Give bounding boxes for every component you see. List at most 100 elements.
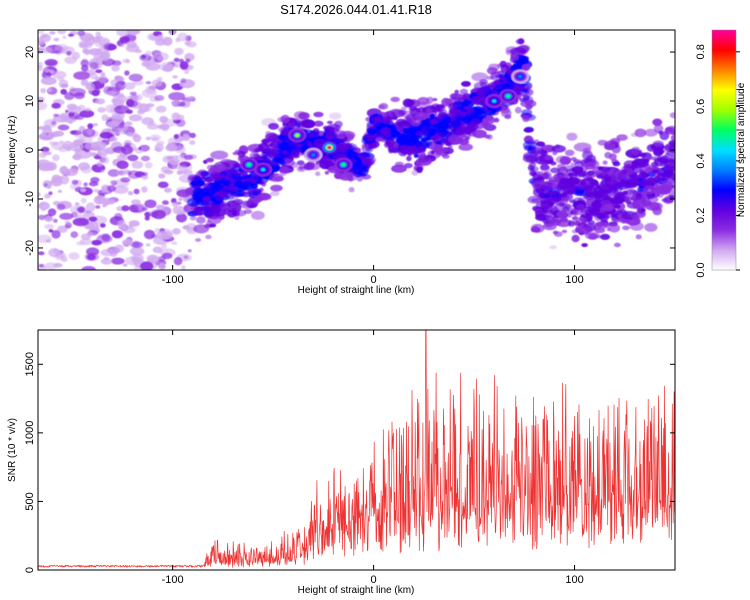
- spectrogram-cell: [176, 213, 187, 223]
- spectrogram-cell: [587, 170, 595, 176]
- spectrogram-cell: [650, 161, 659, 168]
- spectrogram-cell: [90, 152, 97, 157]
- spectrogram-cell: [94, 41, 104, 48]
- spectrogram-cell: [548, 197, 554, 201]
- spectrogram-cell: [74, 202, 80, 207]
- spectrogram-cell: [519, 97, 526, 102]
- spectrogram-cell: [205, 202, 220, 211]
- spectrogram-cell: [315, 171, 321, 177]
- spectrogram-cell: [62, 35, 67, 39]
- spectrogram-cell: [521, 93, 528, 98]
- spectrogram-cell: [64, 220, 71, 224]
- spectrogram-cell: [171, 198, 177, 204]
- spectrogram-cell: [117, 93, 125, 99]
- spectrogram-cell: [324, 170, 330, 175]
- spectrogram-cell: [117, 220, 127, 228]
- spectrogram-cell: [83, 182, 88, 187]
- spectrogram-cell: [500, 108, 512, 118]
- spectrogram-cell: [521, 88, 529, 93]
- spectrogram-hotspot: [294, 133, 300, 138]
- spectrogram-cell: [158, 173, 166, 179]
- spectrogram-cell: [390, 96, 400, 103]
- spectrogram-cell: [267, 161, 275, 166]
- spectrogram-cell: [435, 104, 445, 109]
- spectrogram-cell: [124, 121, 133, 126]
- spectrogram-cell: [533, 184, 548, 193]
- spectrogram-cell: [491, 71, 500, 79]
- spectrogram-cell: [53, 130, 65, 137]
- spectrogram-cell: [608, 223, 621, 233]
- spectrogram-cell: [38, 30, 45, 35]
- spectrogram-cell: [154, 52, 169, 61]
- spectrogram-cell: [155, 204, 166, 210]
- spectrogram-cell: [154, 95, 165, 101]
- spectrogram-cell: [465, 125, 474, 132]
- spectrogram-cell: [432, 98, 438, 102]
- spectrogram-cell: [251, 210, 265, 220]
- spectrogram-hotspot: [246, 162, 252, 167]
- spectrogram-cell: [559, 168, 566, 173]
- spectrogram-cell: [571, 234, 580, 243]
- spectrogram-cell: [141, 55, 146, 59]
- spectrogram-cell: [461, 81, 471, 87]
- spectrogram-cell: [78, 40, 93, 50]
- spectrogram-cell: [95, 98, 106, 105]
- spectrogram-cell: [40, 201, 45, 206]
- spectrogram-cell: [127, 154, 139, 162]
- spectrogram-cell: [429, 113, 435, 119]
- spectrogram-cell: [458, 138, 470, 145]
- spectrogram-cell: [652, 118, 663, 126]
- spectrogram-cell: [589, 160, 600, 169]
- spectrogram-cell: [431, 107, 441, 113]
- spectrogram-cell: [532, 226, 539, 231]
- spectrogram-cell: [38, 251, 45, 256]
- spectrogram-cell: [209, 223, 217, 228]
- spectrogram-cell: [119, 43, 125, 48]
- spectrogram-cell: [141, 174, 149, 180]
- spectrogram-cell: [258, 142, 269, 153]
- spectrogram-cell: [51, 174, 62, 184]
- spectrogram-cell: [80, 59, 90, 67]
- colorbar-tick-label: 0.8: [695, 44, 707, 59]
- spectrogram-cell: [644, 222, 658, 232]
- spectrogram-cell: [97, 107, 106, 113]
- spectrogram-cell: [566, 212, 573, 218]
- spectrogram-cell: [70, 231, 79, 239]
- spectrogram-cell: [145, 85, 156, 95]
- spectrogram-cell: [237, 150, 246, 158]
- spectrogram-cell: [393, 122, 401, 127]
- spectrogram-cell: [574, 161, 584, 169]
- spectrogram-cell: [111, 257, 125, 265]
- spectrogram-cell: [474, 113, 479, 117]
- spectrogram-cell: [114, 213, 123, 221]
- spectrogram-cell: [47, 161, 57, 171]
- spectrogram-cell: [653, 158, 659, 163]
- spectrogram-cell: [269, 173, 284, 183]
- spectrogram-cell: [214, 164, 226, 172]
- spectrogram-cell: [52, 70, 67, 79]
- spectrogram-cell: [172, 228, 181, 235]
- snr-xlabel: Height of straight line (km): [298, 585, 415, 596]
- spectrogram-cell: [598, 184, 614, 193]
- spectrogram-cell: [145, 50, 152, 56]
- spectrogram-cell: [72, 139, 83, 147]
- spectrogram-cell: [568, 220, 575, 227]
- spectrogram-cell: [174, 145, 186, 154]
- spectrogram-cell: [41, 46, 53, 54]
- spectrogram-cell: [91, 239, 101, 246]
- spectrogram-cell: [44, 223, 55, 230]
- spectrogram-cell: [94, 224, 100, 229]
- spectrogram-cell: [232, 209, 247, 217]
- spectrogram-cell: [38, 101, 48, 111]
- spectrogram-cell: [51, 102, 61, 109]
- spectrogram-cell: [52, 154, 60, 162]
- spectrogram-cell: [130, 204, 139, 213]
- spectrogram-cell: [100, 258, 113, 265]
- spectrogram-cell: [49, 31, 56, 35]
- spectrogram-cell: [390, 147, 401, 154]
- spectrogram-cell: [56, 203, 66, 211]
- spectrogram-cell: [129, 91, 137, 96]
- spectrogram-cell: [144, 215, 150, 221]
